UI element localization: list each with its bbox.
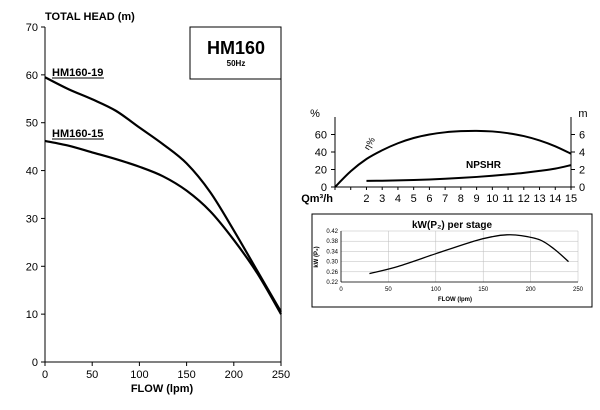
power-y-tick-label: 0.34 <box>326 249 338 255</box>
eff-x-tick-label: 12 <box>518 193 530 205</box>
power-y-axis-title: kW (P₂) <box>314 246 320 267</box>
eff-left-tick-label: 60 <box>315 130 327 142</box>
head-y-tick-label: 40 <box>26 166 38 178</box>
power-y-tick-label: 0.30 <box>326 260 338 266</box>
power-x-tick-label: 150 <box>478 287 489 293</box>
head-x-tick-label: 0 <box>42 369 48 381</box>
head-y-axis-title: TOTAL HEAD (m) <box>45 11 135 23</box>
series-label-hm160-19: HM160-19 <box>52 67 103 79</box>
npshr-label: NPSHR <box>466 160 502 171</box>
eff-x-tick-label: 3 <box>379 193 385 205</box>
npshr-curve <box>366 164 572 182</box>
power-y-tick-label: 0.38 <box>326 239 338 245</box>
head-x-tick-label: 250 <box>272 369 290 381</box>
head-y-tick-label: 10 <box>26 309 38 321</box>
frequency-label: 50Hz <box>227 59 246 68</box>
eff-right-tick-label: 0 <box>579 182 585 194</box>
eff-x-tick-label: 7 <box>442 193 448 205</box>
eff-x-tick-label: 6 <box>426 193 432 205</box>
eff-left-tick-label: 20 <box>315 165 327 177</box>
head-y-tick-label: 70 <box>26 22 38 34</box>
eff-left-tick-label: 0 <box>321 182 327 194</box>
eff-x-tick-label: 10 <box>486 193 498 205</box>
head-x-axis-title: FLOW (lpm) <box>131 383 194 395</box>
power-y-tick-label: 0.26 <box>326 270 338 276</box>
power-y-tick-label: 0.22 <box>326 280 338 286</box>
eff-x-axis-title: Qm³/h <box>301 193 333 205</box>
eff-x-tick-label: 5 <box>411 193 417 205</box>
eff-right-unit: m <box>578 108 587 120</box>
power-x-tick-label: 250 <box>573 287 584 293</box>
eff-x-tick-label: 14 <box>549 193 561 205</box>
eff-x-tick-label: 13 <box>533 193 545 205</box>
power-x-tick-label: 200 <box>526 287 537 293</box>
eff-left-tick-label: 40 <box>315 147 327 159</box>
head-y-tick-label: 30 <box>26 213 38 225</box>
efficiency-curve <box>334 129 572 188</box>
head-x-tick-label: 100 <box>130 369 148 381</box>
power-x-tick-label: 50 <box>385 287 392 293</box>
eff-x-tick-label: 11 <box>502 193 513 205</box>
power-chart-frame <box>311 213 593 308</box>
eff-right-tick-label: 6 <box>579 130 585 142</box>
power-x-tick-label: 100 <box>431 287 442 293</box>
eff-x-tick-label: 15 <box>565 193 577 205</box>
head-y-tick-label: 20 <box>26 261 38 273</box>
eff-right-tick-label: 2 <box>579 165 585 177</box>
head-x-tick-label: 200 <box>225 369 243 381</box>
model-title-box <box>189 26 282 80</box>
eff-left-unit: % <box>310 108 320 120</box>
power-x-tick-label: 0 <box>339 287 343 293</box>
power-curve <box>369 234 569 275</box>
eff-x-tick-label: 8 <box>458 193 464 205</box>
head-curve-HM160-19 <box>44 76 282 313</box>
model-title: HM160 <box>207 38 265 58</box>
eff-right-tick-label: 4 <box>579 147 585 159</box>
head-y-tick-label: 50 <box>26 118 38 130</box>
eff-x-tick-label: 9 <box>474 193 480 205</box>
eff-x-tick-label: 4 <box>395 193 401 205</box>
power-chart-title: kW(P₂) per stage <box>412 220 492 231</box>
power-x-axis-title: FLOW (lpm) <box>438 297 472 303</box>
eff-x-tick-label: 2 <box>363 193 369 205</box>
series-label-hm160-15: HM160-15 <box>52 128 103 140</box>
efficiency-label: η% <box>362 135 377 151</box>
head-y-tick-label: 0 <box>32 357 38 369</box>
head-curve-HM160-15 <box>44 139 282 315</box>
head-x-tick-label: 150 <box>177 369 195 381</box>
head-x-tick-label: 50 <box>86 369 98 381</box>
power-y-tick-label: 0.42 <box>326 229 338 235</box>
head-y-tick-label: 60 <box>26 70 38 82</box>
